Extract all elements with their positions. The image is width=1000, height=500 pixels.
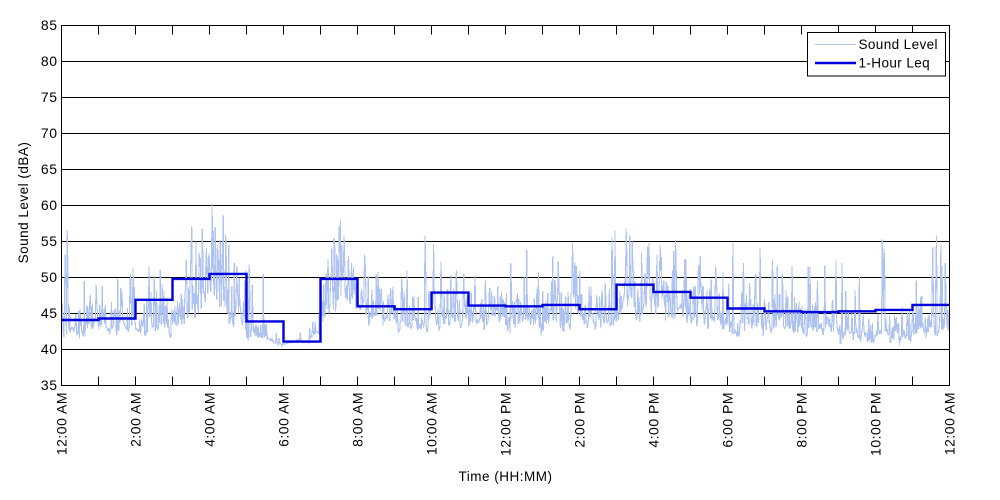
svg-text:Time (HH:MM): Time (HH:MM) [459, 469, 553, 484]
svg-text:60: 60 [41, 197, 58, 213]
svg-text:12:00 AM: 12:00 AM [54, 392, 70, 455]
svg-text:80: 80 [41, 53, 58, 69]
svg-text:40: 40 [41, 341, 58, 357]
svg-text:75: 75 [41, 89, 58, 105]
svg-text:12:00 AM: 12:00 AM [942, 392, 958, 455]
svg-text:8:00 PM: 8:00 PM [794, 392, 810, 448]
svg-text:2:00 AM: 2:00 AM [128, 392, 144, 447]
svg-text:10:00 AM: 10:00 AM [424, 392, 440, 455]
svg-text:50: 50 [41, 269, 58, 285]
svg-text:Sound Level: Sound Level [859, 37, 938, 52]
svg-text:12:00 PM: 12:00 PM [498, 392, 514, 456]
svg-text:55: 55 [41, 233, 58, 249]
svg-text:8:00 AM: 8:00 AM [350, 392, 366, 447]
svg-text:4:00 AM: 4:00 AM [202, 392, 218, 447]
svg-text:35: 35 [41, 377, 58, 393]
svg-text:6:00 PM: 6:00 PM [720, 392, 736, 448]
svg-text:10:00 PM: 10:00 PM [868, 392, 884, 456]
svg-text:70: 70 [41, 125, 58, 141]
svg-text:2:00 PM: 2:00 PM [572, 392, 588, 448]
svg-text:Sound Level (dBA): Sound Level (dBA) [16, 142, 31, 264]
svg-text:6:00 AM: 6:00 AM [276, 392, 292, 447]
svg-text:65: 65 [41, 161, 58, 177]
svg-text:45: 45 [41, 305, 58, 321]
svg-text:4:00 PM: 4:00 PM [646, 392, 662, 448]
svg-text:85: 85 [41, 17, 58, 33]
svg-text:1-Hour Leq: 1-Hour Leq [859, 56, 931, 71]
